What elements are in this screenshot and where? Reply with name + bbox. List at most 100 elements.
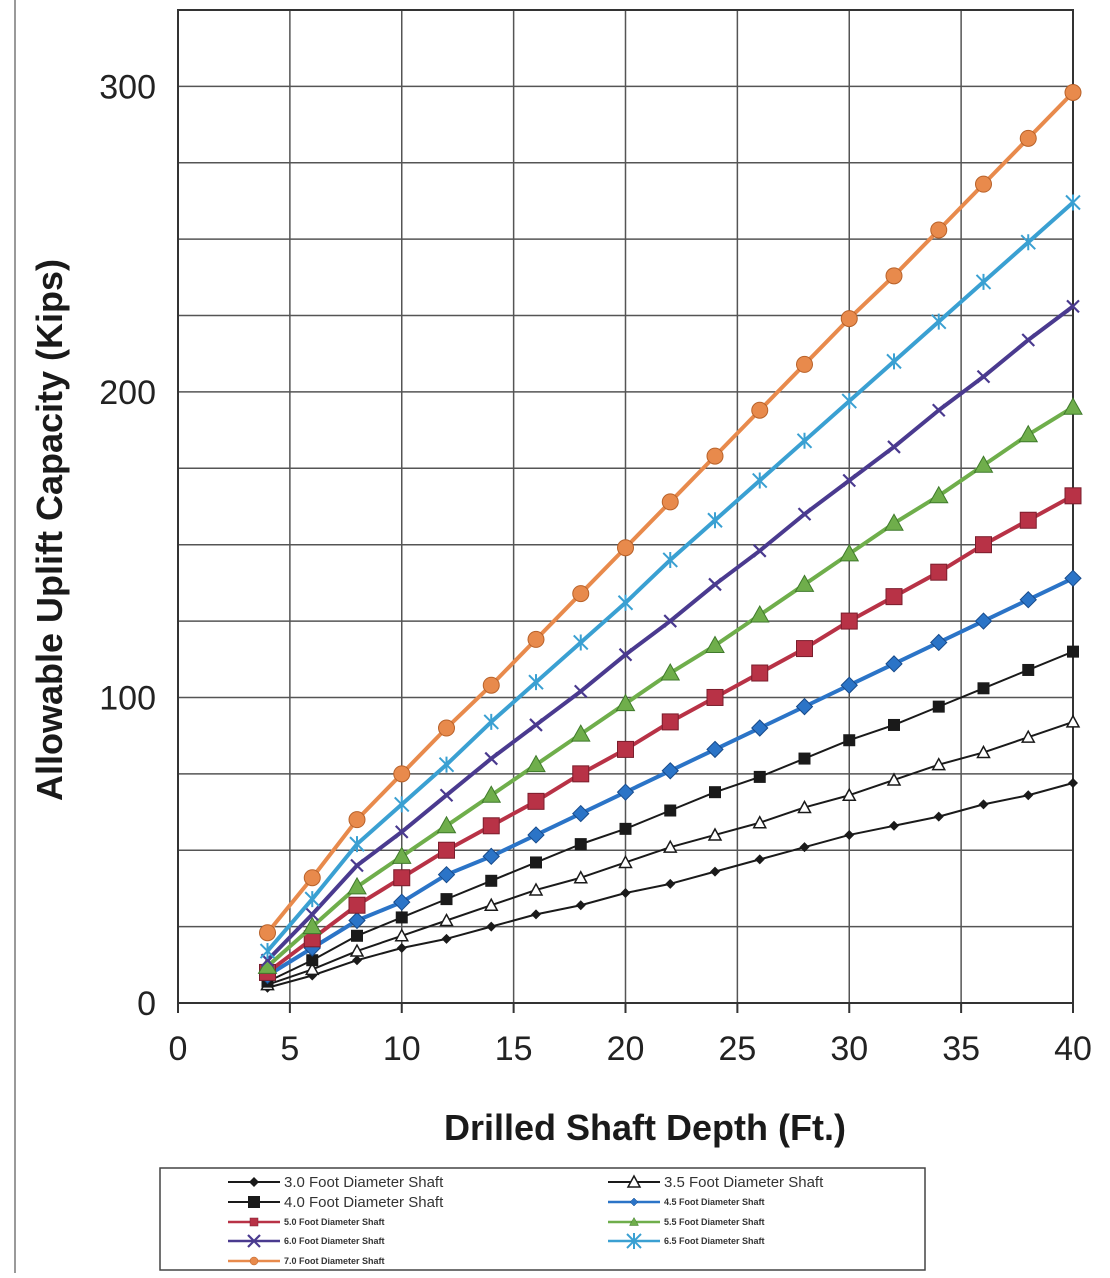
data-point (707, 827, 723, 841)
data-point (617, 539, 634, 557)
data-point (570, 724, 591, 742)
data-point (840, 612, 858, 630)
legend-entry: 6.0 Foot Diameter Shaft (228, 1234, 385, 1248)
data-point (438, 841, 455, 859)
data-point (754, 854, 765, 865)
data-point (973, 455, 994, 473)
y-tick-label: 300 (99, 68, 156, 106)
series-line (267, 720, 1074, 986)
data-point (526, 754, 546, 773)
legend-box (159, 1167, 926, 1271)
data-point (749, 604, 770, 623)
legend-swatch-marker (247, 1234, 261, 1248)
data-point (795, 697, 814, 716)
legend-label: 3.5 Foot Diameter Shaft (664, 1174, 824, 1191)
data-point (486, 921, 497, 932)
data-point (974, 612, 993, 630)
data-point (439, 788, 454, 803)
data-point (839, 543, 860, 562)
series-3-5-foot-diameter-shaft (260, 714, 1081, 991)
data-point (885, 588, 903, 606)
data-point (661, 713, 679, 731)
data-point (844, 829, 855, 840)
data-point (302, 916, 323, 935)
data-point (710, 866, 720, 877)
data-point (978, 799, 989, 810)
y-axis-title: Allowable Uplift Capacity (Kips) (29, 259, 70, 801)
data-point (352, 955, 362, 966)
legend-entry: 4.5 Foot Diameter Shaft (608, 1197, 765, 1207)
data-point (931, 757, 947, 771)
legend-label: 5.0 Foot Diameter Shaft (284, 1217, 385, 1227)
data-point (753, 770, 766, 783)
legend-swatch-marker (249, 1177, 259, 1187)
data-point (1019, 129, 1037, 147)
data-point (930, 633, 948, 652)
data-point (348, 911, 366, 930)
data-point (529, 718, 543, 732)
data-point (394, 796, 410, 813)
data-point (799, 842, 810, 853)
data-point (706, 740, 724, 759)
data-point (437, 865, 456, 884)
data-point (391, 846, 412, 864)
data-point (661, 493, 679, 511)
x-axis-title: Drilled Shaft Depth (Ft.) (444, 1107, 846, 1148)
data-point (348, 811, 366, 829)
data-point (1064, 487, 1082, 505)
data-point (528, 674, 544, 691)
legend-entry: 5.5 Foot Diameter Shaft (608, 1216, 765, 1227)
data-point (752, 544, 767, 558)
data-point (485, 874, 498, 887)
data-point (259, 924, 276, 942)
x-tick-label: 10 (383, 1030, 421, 1068)
data-point (1019, 511, 1037, 529)
x-tick-label: 0 (169, 1030, 188, 1068)
data-point (305, 907, 320, 922)
data-point (528, 882, 544, 896)
data-point (531, 909, 541, 920)
grid (177, 9, 1074, 1004)
data-point (617, 594, 634, 611)
data-point (527, 630, 545, 648)
data-point (664, 804, 677, 817)
data-point (709, 786, 721, 799)
series-5-0-foot-diameter-shaft (259, 487, 1082, 981)
data-point (484, 751, 499, 766)
x-tick-label: 35 (942, 1030, 980, 1068)
legend-label: 4.0 Foot Diameter Shaft (284, 1194, 444, 1211)
data-point (1023, 790, 1034, 801)
data-point (438, 719, 455, 737)
legend-swatch-marker (626, 1233, 642, 1249)
data-point (797, 799, 812, 814)
data-point (843, 734, 856, 747)
data-point (572, 765, 590, 783)
data-point (706, 688, 724, 706)
data-point (751, 664, 769, 682)
data-point (617, 740, 634, 758)
legend-swatch-marker (629, 1197, 639, 1207)
data-point (1022, 663, 1035, 676)
series-line (265, 200, 1075, 953)
y-tick-label: 100 (99, 679, 156, 717)
legend-entry: 5.0 Foot Diameter Shaft (228, 1217, 385, 1227)
data-point (527, 792, 545, 810)
data-point (572, 804, 590, 823)
data-point (840, 676, 858, 694)
data-point (705, 635, 725, 654)
data-point (752, 472, 768, 489)
series-4-5-foot-diameter-shaft (258, 569, 1082, 985)
y-tick-label: 0 (137, 985, 156, 1023)
legend-label: 4.5 Foot Diameter Shaft (664, 1197, 765, 1207)
data-point (1020, 234, 1036, 251)
page-border (14, 0, 16, 1273)
data-point (889, 820, 899, 831)
data-point (483, 713, 499, 730)
data-point (303, 869, 321, 887)
x-tick-label: 20 (607, 1030, 645, 1068)
data-point (527, 826, 545, 844)
legend-label: 6.5 Foot Diameter Shaft (664, 1236, 765, 1246)
data-point (438, 756, 455, 773)
data-point (932, 700, 945, 713)
